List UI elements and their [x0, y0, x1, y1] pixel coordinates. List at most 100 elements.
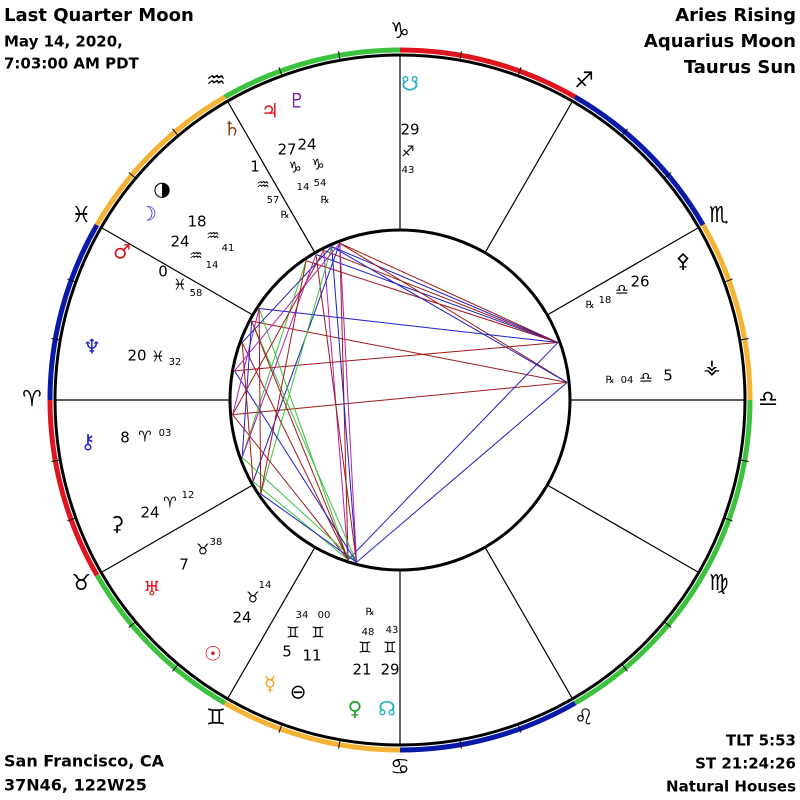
chart-label: 57 [267, 195, 280, 206]
aspect-line [241, 457, 357, 563]
chart-label: ⚳ [110, 512, 125, 536]
aspect-line [331, 246, 559, 344]
house-cusp [546, 484, 700, 574]
chart-label: 03 [159, 428, 172, 439]
ring-tick [67, 517, 76, 522]
aspect-line [232, 308, 260, 415]
chart-label: ♑ [311, 156, 324, 174]
ring-tick [128, 172, 136, 178]
chart-label: ☽ [139, 202, 157, 226]
ring-tick [740, 338, 749, 341]
aspect-line [234, 242, 341, 372]
rising: Aries Rising [675, 5, 796, 26]
chart-label: ℞ [321, 195, 330, 206]
chart-label: ♀ [348, 697, 363, 721]
chart-label: 24 [232, 609, 251, 627]
sign-glyph: ♏ [709, 203, 729, 228]
chart-label: 43 [386, 625, 399, 636]
chart-label: 41 [222, 243, 235, 254]
ring-tick [338, 51, 341, 60]
aspect-line [241, 342, 254, 482]
chart-label: ♎ [615, 281, 628, 299]
chart-label: ☉ [204, 642, 222, 666]
chart-label: ♒ [189, 247, 202, 265]
aspect-line [347, 342, 559, 561]
sign-glyph: ♈ [22, 387, 42, 412]
sign-glyph: ♒ [206, 68, 226, 93]
aspect-line [241, 260, 307, 458]
chart-label: ♄ [223, 117, 241, 141]
ring-tick [724, 517, 733, 522]
house-cusp [484, 100, 574, 254]
ring-tick [338, 740, 341, 749]
moon-sign: Aquarius Moon [644, 31, 796, 52]
chart-label: 12 [182, 490, 195, 501]
chart-label: ♑ [288, 159, 301, 177]
chart-label: 24 [140, 504, 159, 522]
chart-label: ♓ [151, 348, 164, 366]
sign-glyph: ♊ [206, 706, 226, 731]
chart-label: ⚴ [676, 249, 691, 273]
house-cusp [100, 484, 254, 574]
chart-label: 18 [187, 213, 206, 231]
ring-tick [278, 724, 283, 733]
ring-tick [172, 664, 178, 672]
chart-label: 18 [599, 295, 612, 306]
chart-label: 43 [402, 165, 415, 176]
aspect-line [234, 342, 558, 372]
chart-label: ♂ [113, 240, 131, 264]
ring-tick [278, 67, 283, 76]
ring-segment [223, 700, 401, 753]
chart-label: 04 [621, 375, 634, 386]
title: Last Quarter Moon [4, 5, 194, 26]
house-cusp [100, 226, 254, 316]
ring-segment [47, 223, 100, 401]
chart-label: 20 [127, 347, 146, 365]
aspect-line [305, 260, 559, 344]
chart-label: ♒ [256, 176, 269, 194]
sign-glyph: ♑ [390, 19, 410, 44]
chart-label: 34 [296, 610, 309, 621]
chart-label: 54 [314, 178, 327, 189]
chart-label: 11 [302, 647, 321, 665]
sidereal-time: ST 21:24:26 [695, 755, 796, 773]
chart-label: ⊖ [290, 680, 307, 704]
ring-tick [664, 172, 672, 178]
aspect-line [232, 250, 325, 415]
chart-label: ♐ [401, 143, 414, 161]
chart-label: ℞ [586, 300, 595, 311]
ring-segment [223, 47, 401, 100]
ring-tick [517, 724, 522, 733]
chart-label: 27 [277, 141, 296, 159]
aspect-line [251, 320, 568, 383]
chart-label: 29 [400, 121, 419, 139]
aspect-line [339, 242, 568, 383]
house-cusp [226, 546, 316, 700]
chart-label: 14 [297, 182, 310, 193]
ring-tick [459, 740, 462, 749]
house-cusp [484, 546, 574, 700]
chart-label: ♊ [383, 639, 396, 657]
aspect-line [232, 414, 349, 561]
aspect-line [260, 246, 333, 495]
ring-segment [94, 94, 227, 227]
ring-tick [740, 459, 749, 462]
ring-segment [47, 399, 100, 577]
chart-label: ♒ [206, 227, 219, 245]
chart-label: 29 [380, 661, 399, 679]
aspect-line [232, 381, 568, 416]
ring-segment [573, 399, 753, 706]
sign-glyph: ♉ [71, 571, 91, 596]
aspect-line [331, 246, 358, 563]
chart-label: ☋ [401, 72, 419, 96]
chart-label: 0 [158, 263, 168, 281]
chart-label: 58 [190, 288, 203, 299]
sign-glyph: ♓ [71, 203, 91, 228]
date: May 14, 2020, [4, 33, 123, 51]
aspect-line [251, 320, 357, 563]
chart-label: 5 [282, 643, 292, 661]
inner-circle [228, 228, 572, 572]
aspect-line [260, 493, 357, 563]
aspect-line [315, 254, 358, 563]
